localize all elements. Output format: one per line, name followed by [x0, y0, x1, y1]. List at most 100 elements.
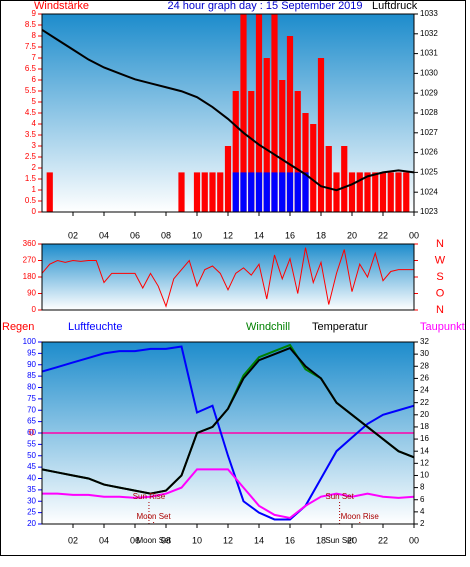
- x-tick-label: 10: [192, 535, 202, 545]
- y2-tick-label: 30: [420, 349, 429, 358]
- y2-tick-label: 26: [420, 374, 429, 383]
- y2-tick-label: 8: [420, 483, 425, 492]
- bar: [310, 124, 317, 212]
- y2-tick-label: 2: [420, 519, 425, 528]
- plot-area: [42, 244, 414, 310]
- annotation: Moon Set: [136, 536, 171, 545]
- x-tick-label: 04: [99, 230, 109, 240]
- y-tick-label: 90: [27, 289, 36, 298]
- y2-tick-label: 1031: [420, 49, 438, 58]
- bar: [395, 172, 402, 212]
- bar: [279, 80, 286, 212]
- bar: [403, 172, 410, 212]
- y2-tick-label: 1030: [420, 69, 438, 78]
- y2-label: Luftdruck: [372, 0, 418, 12]
- line: [41, 247, 414, 308]
- bar: [201, 172, 208, 212]
- bar: [255, 172, 263, 212]
- x-tick-label: 18: [316, 535, 326, 545]
- bar: [364, 172, 371, 212]
- y-tick-label: 35: [27, 485, 36, 494]
- line: [41, 346, 415, 495]
- y-tick-label: 50: [27, 451, 36, 460]
- bar: [286, 36, 294, 212]
- annotation: Sun Rise: [133, 492, 166, 501]
- line: [42, 468, 415, 520]
- y-tick-label: 180: [23, 272, 37, 281]
- y2-tick-label: N: [436, 238, 444, 250]
- y2-tick-label: 1028: [420, 108, 438, 117]
- bar: [255, 14, 263, 212]
- bar: [224, 146, 232, 212]
- x-tick-label: 22: [378, 535, 388, 545]
- annotation: Moon Rise: [341, 512, 380, 521]
- bar: [232, 91, 239, 212]
- y-tick-label: 5.5: [25, 86, 37, 95]
- y2-tick-label: N: [436, 304, 444, 316]
- bar: [325, 146, 332, 212]
- y-tick-label: 95: [27, 348, 36, 357]
- y-tick-label: 2.5: [25, 152, 37, 161]
- annotation: Moon Set: [136, 512, 171, 521]
- y2-tick-label: 18: [420, 422, 429, 431]
- y2-tick-label: 1033: [420, 9, 438, 18]
- plot-border: [41, 243, 415, 311]
- x-tick-label: 04: [99, 535, 109, 545]
- y-tick-label: 45: [27, 462, 36, 471]
- y-tick-label: 60: [27, 428, 36, 437]
- bar: [302, 172, 309, 212]
- bar: [178, 172, 185, 212]
- x-tick-label: 14: [254, 535, 264, 545]
- legend-label: Temperatur: [312, 321, 368, 333]
- y-tick-label: 0: [32, 305, 37, 314]
- annotation: Sun Set: [325, 536, 354, 545]
- bar: [279, 172, 286, 212]
- y-tick-label: 85: [27, 371, 36, 380]
- y2-tick-label: 1024: [420, 187, 438, 196]
- y3-tick-label: 0: [29, 427, 34, 437]
- y-tick-label: 270: [23, 256, 37, 265]
- bar: [372, 172, 379, 212]
- y-label: Regen: [2, 321, 34, 333]
- bar: [46, 172, 53, 212]
- y-tick-label: 25: [27, 508, 36, 517]
- y2-tick-label: 6: [420, 495, 425, 504]
- y-tick-label: 6.5: [25, 64, 37, 73]
- y-tick-label: 3: [32, 141, 37, 150]
- bar: [286, 172, 294, 212]
- bar: [240, 172, 247, 212]
- bar: [248, 91, 255, 212]
- x-tick-label: 20: [347, 230, 357, 240]
- y2-tick-label: 1029: [420, 88, 438, 97]
- bar: [387, 172, 394, 212]
- bar: [317, 58, 325, 212]
- bar: [232, 172, 239, 212]
- bar: [294, 172, 301, 212]
- y-label: Windstärke: [34, 0, 89, 12]
- y-tick-label: 65: [27, 417, 36, 426]
- plot-border: [41, 13, 415, 213]
- bar: [263, 172, 270, 212]
- y2-tick-label: 12: [420, 458, 429, 467]
- x-tick-label: 14: [254, 230, 264, 240]
- bar: [379, 172, 387, 212]
- y-tick-label: 2: [32, 163, 37, 172]
- y2-tick-label: 1025: [420, 168, 438, 177]
- bar: [193, 172, 201, 212]
- y3-label: Luftfeuchte: [68, 321, 122, 333]
- x-tick-label: 20: [347, 535, 357, 545]
- y-tick-label: 100: [23, 337, 37, 346]
- x-tick-label: 18: [316, 230, 326, 240]
- y2-tick-label: W: [435, 254, 446, 266]
- bar: [271, 172, 278, 212]
- y-tick-label: 40: [27, 474, 36, 483]
- x-tick-label: 12: [223, 535, 233, 545]
- x-tick-label: 02: [68, 535, 78, 545]
- bar: [333, 172, 340, 212]
- bar: [248, 172, 255, 212]
- y-tick-label: 20: [27, 519, 36, 528]
- y2-tick-label: S: [436, 271, 443, 283]
- x-tick-label: 08: [161, 230, 171, 240]
- y2-tick-label: 20: [420, 410, 429, 419]
